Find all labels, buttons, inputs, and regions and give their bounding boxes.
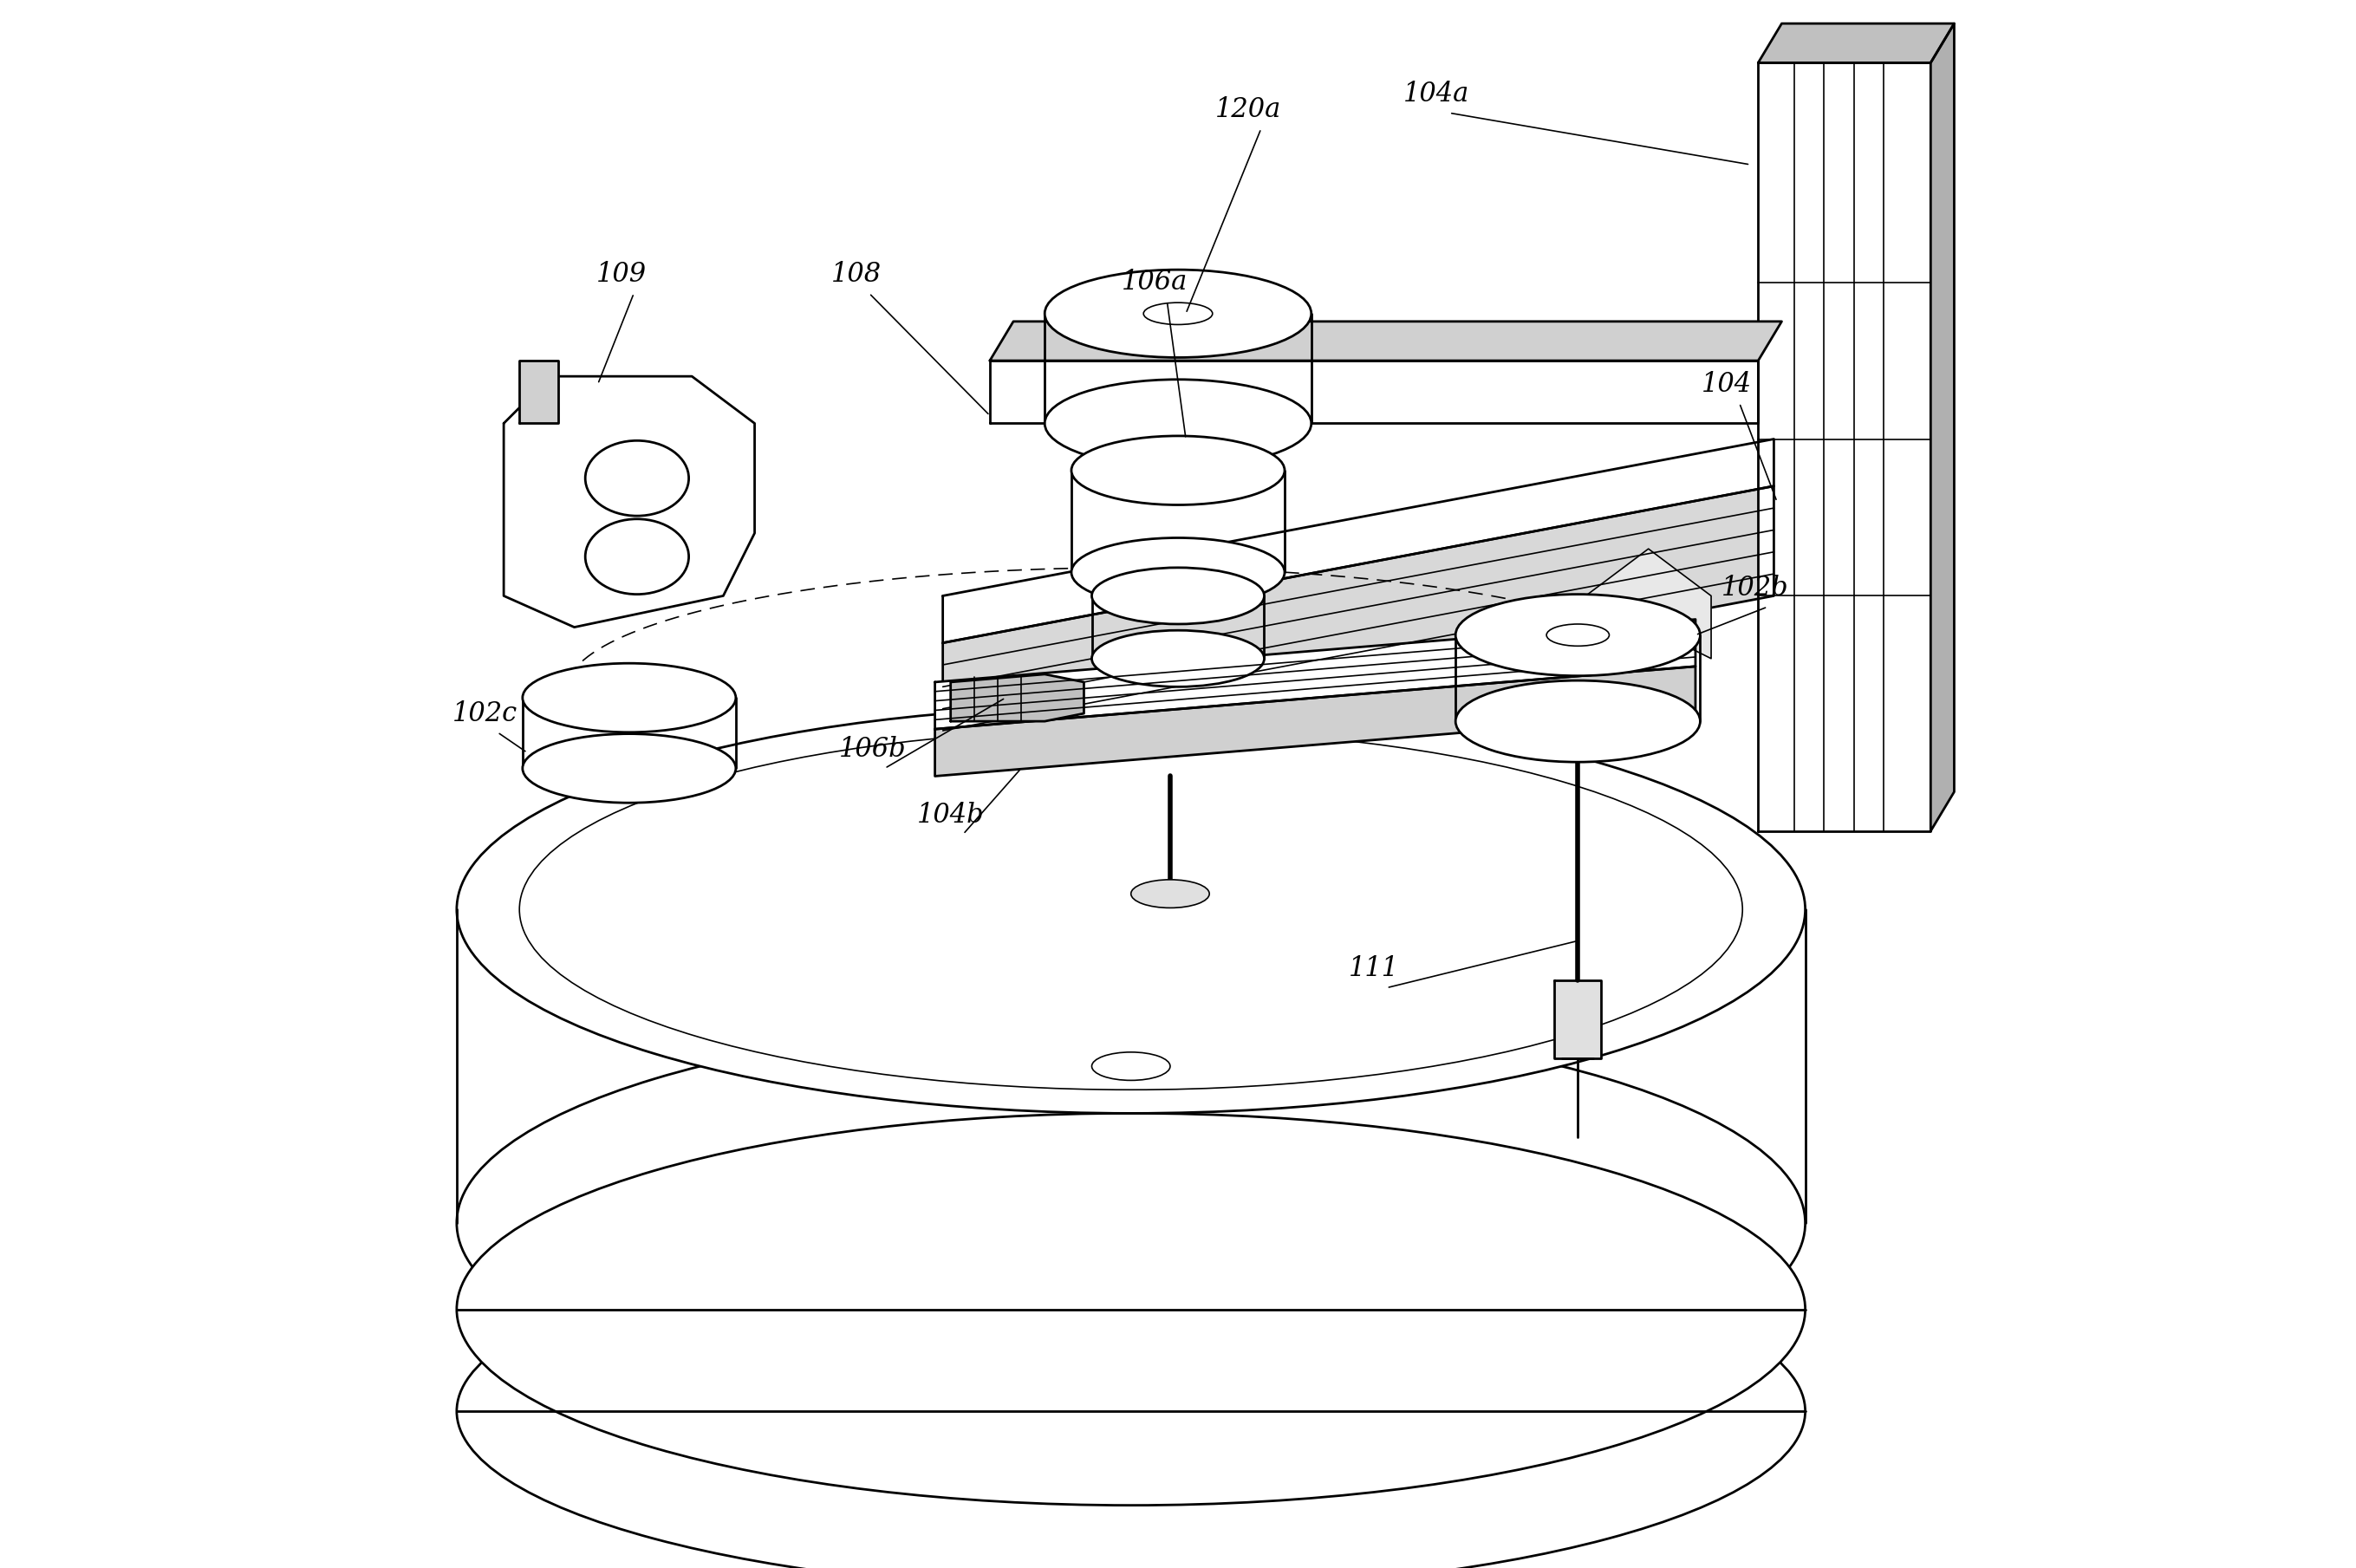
Ellipse shape: [1091, 630, 1265, 687]
Polygon shape: [942, 486, 1774, 753]
Polygon shape: [504, 376, 754, 627]
Ellipse shape: [457, 706, 1805, 1113]
Ellipse shape: [1044, 270, 1312, 358]
Ellipse shape: [457, 1113, 1805, 1505]
Text: 102c: 102c: [452, 699, 518, 728]
Polygon shape: [942, 439, 1774, 643]
Text: 102b: 102b: [1722, 574, 1788, 602]
Text: 106a: 106a: [1121, 268, 1187, 296]
Ellipse shape: [1091, 568, 1265, 624]
Ellipse shape: [457, 1231, 1805, 1568]
Ellipse shape: [1072, 538, 1284, 607]
Ellipse shape: [1072, 436, 1284, 505]
Text: 109: 109: [596, 260, 646, 289]
Polygon shape: [518, 361, 558, 423]
Polygon shape: [990, 321, 1781, 361]
Ellipse shape: [584, 441, 688, 516]
Polygon shape: [935, 666, 1696, 776]
Ellipse shape: [1143, 303, 1213, 325]
Polygon shape: [949, 674, 1084, 721]
Text: 104a: 104a: [1404, 80, 1470, 108]
Ellipse shape: [457, 1019, 1805, 1427]
Polygon shape: [990, 361, 1758, 423]
Ellipse shape: [1131, 880, 1209, 908]
Ellipse shape: [1456, 594, 1701, 676]
Text: 106b: 106b: [839, 735, 905, 764]
Polygon shape: [1758, 24, 1953, 63]
Polygon shape: [1930, 24, 1953, 831]
Ellipse shape: [1546, 624, 1609, 646]
Ellipse shape: [523, 734, 735, 803]
Ellipse shape: [1456, 681, 1701, 762]
Text: 111: 111: [1350, 955, 1399, 983]
Polygon shape: [1758, 63, 1930, 831]
Text: 120a: 120a: [1216, 96, 1282, 124]
Ellipse shape: [1044, 379, 1312, 467]
Polygon shape: [1586, 549, 1710, 659]
Ellipse shape: [523, 663, 735, 732]
Text: 104b: 104b: [916, 801, 985, 829]
Polygon shape: [935, 619, 1696, 729]
Text: 108: 108: [832, 260, 881, 289]
Polygon shape: [1555, 980, 1602, 1058]
Ellipse shape: [584, 519, 688, 594]
Text: 104: 104: [1701, 370, 1753, 398]
